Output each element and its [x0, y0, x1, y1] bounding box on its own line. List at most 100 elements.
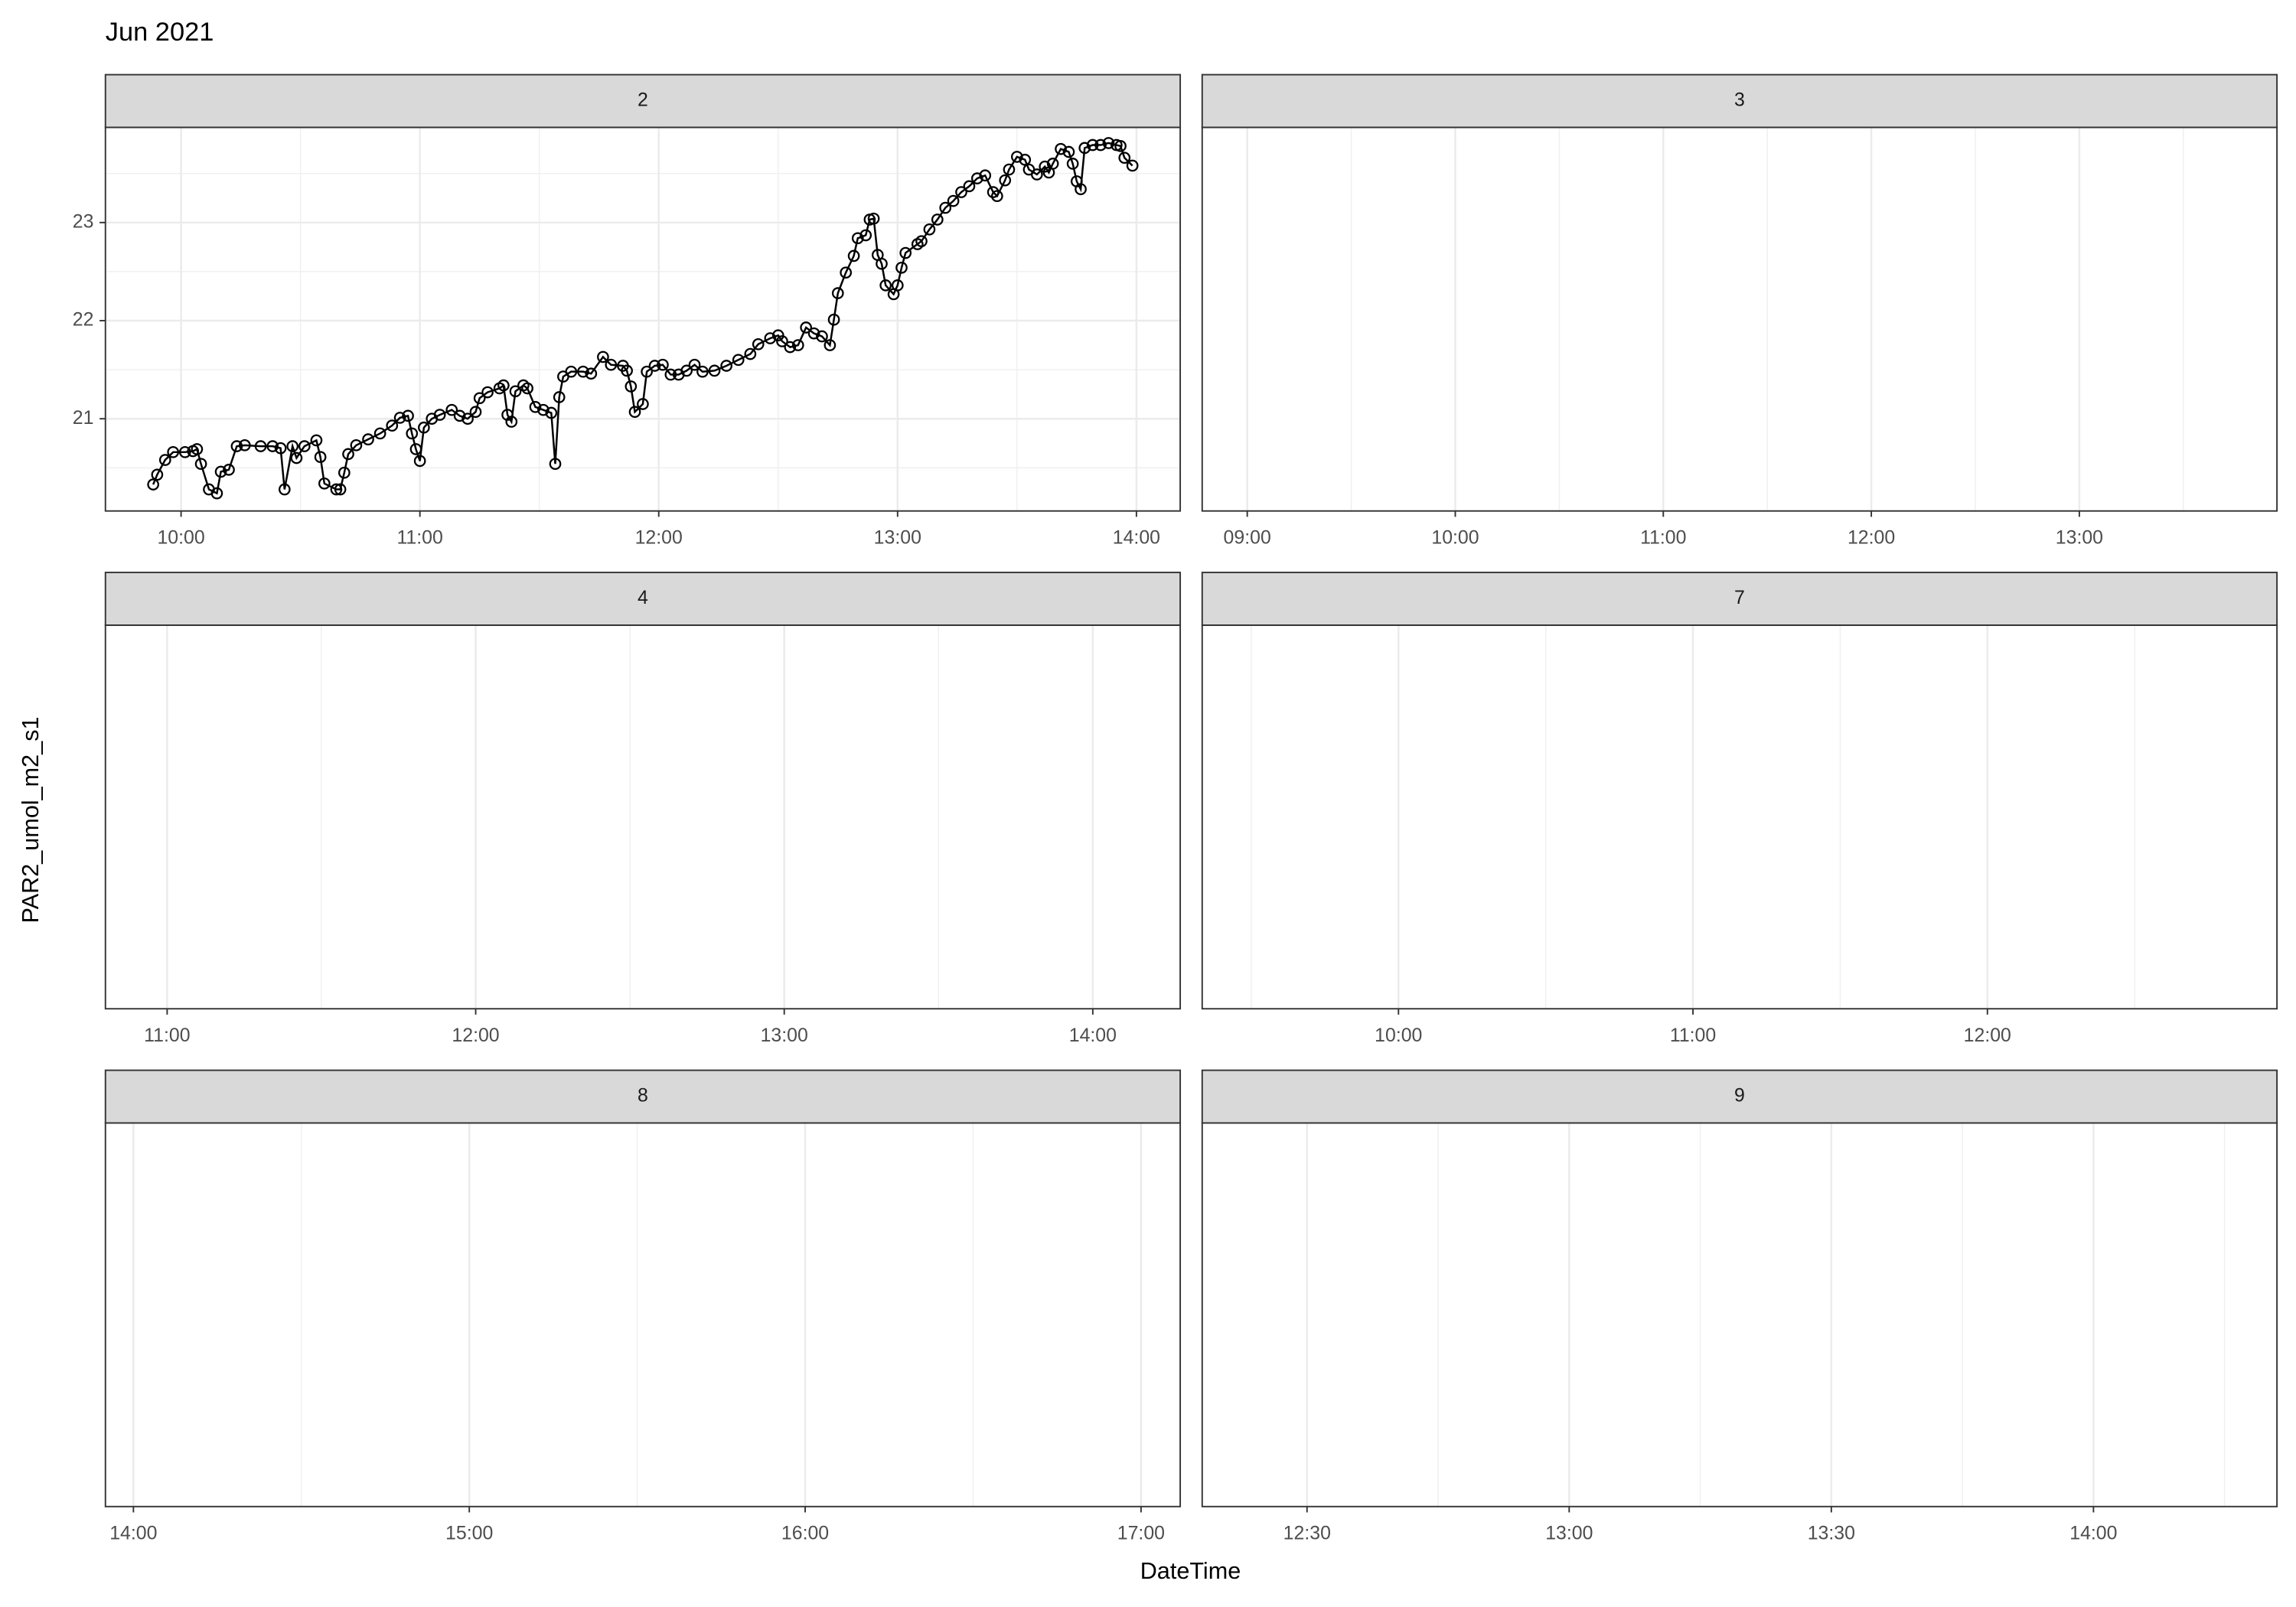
- data-point: [1031, 168, 1043, 181]
- y-tick-label: 23: [73, 210, 94, 232]
- data-point: [708, 364, 721, 377]
- data-point: [473, 392, 486, 405]
- data-point: [238, 438, 251, 451]
- x-axis-title: DateTime: [1140, 1558, 1241, 1584]
- data-point: [350, 438, 363, 451]
- data-point: [521, 382, 533, 395]
- data-point: [628, 406, 641, 419]
- data-point: [505, 416, 518, 428]
- strip: [1201, 572, 2278, 626]
- y-tick-label: 22: [73, 309, 94, 331]
- data-point: [1102, 137, 1115, 149]
- x-tick-label: 12:00: [1848, 527, 1895, 549]
- data-point: [418, 421, 430, 434]
- data-point: [373, 427, 386, 440]
- data-point: [158, 454, 171, 466]
- data-point: [230, 440, 243, 452]
- data-point: [1126, 159, 1139, 172]
- data-point: [847, 249, 860, 262]
- data-point: [915, 235, 928, 248]
- data-point: [867, 212, 880, 225]
- data-point: [298, 440, 311, 452]
- panel-background: [105, 1123, 1181, 1507]
- strip-label: 4: [638, 587, 648, 608]
- strip: [1201, 73, 2278, 129]
- data-point: [990, 190, 1003, 203]
- data-point: [537, 403, 550, 416]
- data-point: [214, 465, 227, 478]
- strip-label: 9: [1734, 1085, 1745, 1107]
- data-point: [402, 409, 414, 422]
- data-point: [800, 321, 813, 334]
- data-point: [657, 358, 669, 371]
- data-point: [545, 406, 558, 419]
- data-point: [210, 487, 223, 500]
- data-point: [840, 266, 853, 279]
- data-point: [621, 364, 633, 377]
- x-tick-label: 13:00: [1545, 1523, 1593, 1544]
- x-tick-label: 17:00: [1117, 1523, 1165, 1544]
- data-point: [286, 440, 299, 452]
- data-point: [362, 433, 374, 445]
- strip: [104, 73, 1182, 129]
- y-axis-title: PAR2_umol_m2_s1: [18, 716, 44, 923]
- data-point: [696, 365, 709, 378]
- data-point: [784, 341, 797, 354]
- data-point: [1055, 142, 1067, 155]
- data-point: [167, 445, 180, 458]
- data-point: [1094, 139, 1107, 152]
- data-point: [979, 169, 992, 182]
- data-point: [549, 458, 562, 471]
- data-point: [334, 483, 347, 496]
- data-point: [947, 194, 960, 207]
- data-point: [469, 406, 482, 419]
- panel-background: [1202, 1123, 2278, 1507]
- data-point: [816, 330, 828, 343]
- data-point: [497, 379, 510, 392]
- data-point: [891, 279, 904, 292]
- data-point: [266, 440, 279, 452]
- data-point: [342, 448, 354, 461]
- data-point: [529, 400, 542, 413]
- x-tick-label: 12:00: [1964, 1025, 2011, 1046]
- x-tick-label: 15:00: [445, 1523, 493, 1544]
- data-point: [1075, 183, 1087, 196]
- x-tick-label: 14:00: [1113, 527, 1160, 549]
- data-point: [664, 368, 677, 381]
- data-point: [1046, 158, 1059, 170]
- data-point: [509, 385, 522, 398]
- x-tick-label: 12:00: [452, 1025, 499, 1046]
- panel-background: [105, 624, 1181, 1009]
- data-point: [648, 360, 661, 372]
- data-point: [625, 380, 638, 393]
- data-point: [445, 403, 458, 416]
- data-point: [1114, 139, 1127, 152]
- x-tick-label: 13:00: [874, 527, 921, 549]
- x-tick-label: 11:00: [396, 527, 442, 549]
- data-point: [955, 186, 967, 198]
- data-point: [409, 443, 422, 455]
- data-point: [752, 337, 765, 350]
- x-tick-label: 13:00: [761, 1025, 808, 1046]
- data-point: [553, 391, 566, 403]
- data-point: [987, 186, 1000, 198]
- data-point: [1010, 151, 1023, 163]
- data-point: [274, 442, 287, 455]
- data-point: [876, 257, 888, 270]
- x-tick-label: 14:00: [1069, 1025, 1117, 1046]
- data-point: [585, 367, 598, 380]
- data-point: [688, 358, 701, 371]
- data-point: [970, 172, 983, 184]
- data-point: [278, 483, 291, 496]
- data-point: [720, 360, 732, 372]
- strip-label: 2: [638, 90, 648, 111]
- data-point: [413, 455, 426, 468]
- x-tick-label: 09:00: [1224, 527, 1271, 549]
- data-point: [637, 398, 649, 410]
- data-point: [290, 451, 303, 464]
- data-point: [744, 347, 757, 360]
- data-point: [194, 458, 207, 471]
- data-point: [314, 451, 327, 464]
- data-point: [338, 466, 351, 479]
